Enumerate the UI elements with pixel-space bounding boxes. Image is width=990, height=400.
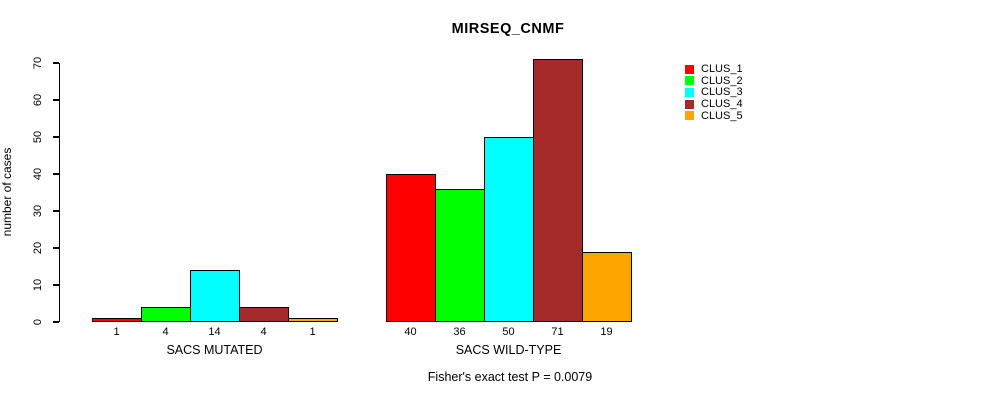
footnote: Fisher's exact test P = 0.0079	[427, 370, 593, 384]
bar-clus-5-sacs-wild-type	[582, 251, 632, 322]
bar-value-label: 19	[600, 326, 613, 338]
bar-value-label: 14	[208, 326, 221, 338]
legend-swatch-clus-5	[685, 111, 694, 121]
legend-label: CLUS_4	[701, 98, 743, 111]
legend-row: CLUS_4	[685, 98, 743, 110]
y-tick-label: 60	[32, 93, 44, 107]
y-tick	[52, 210, 59, 212]
bar-value-label: 4	[162, 326, 169, 338]
y-tick-label: 70	[32, 56, 44, 70]
bar-clus-4-sacs-wild-type	[533, 59, 583, 322]
y-axis-label: number of cases	[0, 147, 14, 237]
legend-swatch-clus-4	[685, 99, 694, 109]
chart-title: MIRSEQ_CNMF	[451, 21, 565, 37]
bar-clus-5-sacs-mutated	[288, 318, 338, 322]
bar-value-label: 4	[260, 326, 267, 338]
y-tick	[52, 173, 59, 175]
y-tick	[52, 136, 59, 138]
y-tick-label: 10	[32, 278, 44, 292]
y-tick-label: 20	[32, 241, 44, 255]
y-tick-label: 50	[32, 130, 44, 144]
bar-clus-3-sacs-wild-type	[484, 137, 534, 322]
bar-clus-2-sacs-mutated	[141, 307, 191, 322]
y-tick	[52, 99, 59, 101]
bar-clus-2-sacs-wild-type	[435, 188, 485, 322]
bar-clus-1-sacs-mutated	[92, 318, 142, 322]
legend-label: CLUS_3	[701, 86, 743, 99]
y-tick-label: 0	[32, 318, 44, 326]
bar-clus-3-sacs-mutated	[190, 270, 240, 322]
bar-value-label: 36	[453, 326, 466, 338]
y-tick-label: 40	[32, 167, 44, 181]
legend-swatch-clus-2	[685, 76, 694, 86]
bar-clus-4-sacs-mutated	[239, 307, 289, 322]
bar-value-label: 40	[404, 326, 417, 338]
y-axis-line	[58, 63, 60, 322]
y-tick	[52, 62, 59, 64]
bar-value-label: 50	[502, 326, 515, 338]
legend-label: CLUS_1	[701, 63, 743, 75]
legend-swatch-clus-1	[685, 64, 694, 74]
legend-swatch-clus-3	[685, 87, 694, 97]
bar-value-label: 1	[113, 326, 120, 338]
y-tick	[52, 284, 59, 286]
legend-label: CLUS_5	[701, 109, 743, 122]
y-tick	[52, 321, 59, 323]
bar-clus-1-sacs-wild-type	[386, 174, 436, 322]
legend-row: CLUS_3	[685, 86, 743, 98]
legend-row: CLUS_1	[685, 63, 743, 75]
bar-value-label: 71	[551, 326, 564, 338]
legend-label: CLUS_2	[701, 74, 743, 87]
bar-value-label: 1	[309, 326, 316, 338]
y-tick-label: 30	[32, 204, 44, 218]
x-axis-group-label: SACS MUTATED	[166, 343, 263, 357]
legend-row: CLUS_2	[685, 75, 743, 87]
x-axis-group-label: SACS WILD-TYPE	[455, 343, 562, 357]
y-tick	[52, 247, 59, 249]
legend-row: CLUS_5	[685, 110, 743, 122]
